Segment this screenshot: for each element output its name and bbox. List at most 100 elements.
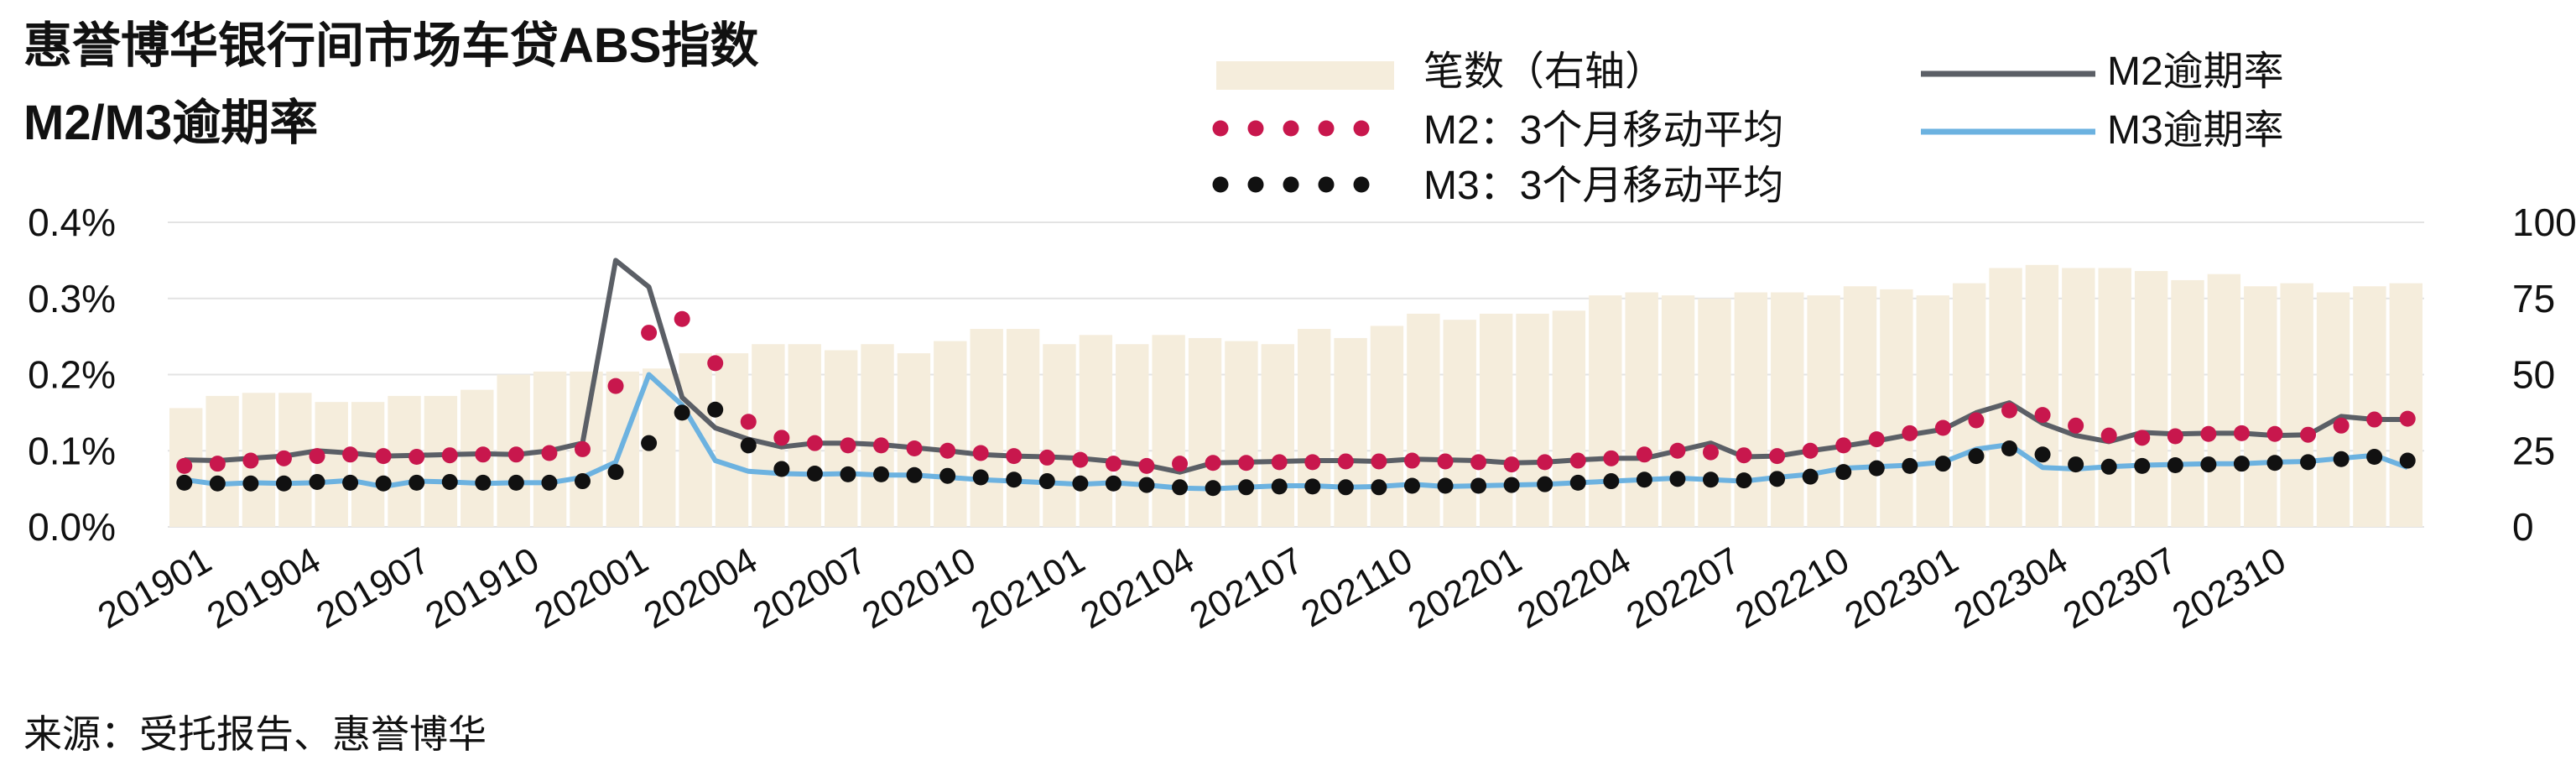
count-bar (970, 329, 1003, 527)
right-tick-label: 100 (2512, 201, 2576, 244)
m3-ma-dot (1636, 471, 1652, 488)
count-bar (2353, 286, 2386, 527)
count-bar (2280, 283, 2313, 527)
count-bar (1552, 310, 1586, 527)
x-tick-label: 202210 (1729, 539, 1856, 637)
m2-ma-dot (1238, 455, 1255, 471)
m3-ma-dot (674, 404, 690, 421)
count-bar (2207, 273, 2241, 527)
legend-dot (1283, 120, 1299, 137)
m2-ma-dot (1569, 452, 1586, 469)
x-tick-label: 201907 (310, 539, 437, 637)
m2-ma-dot (1038, 449, 1055, 466)
count-bar (1188, 337, 1222, 527)
legend-label-m3: M3逾期率 (2107, 108, 2284, 153)
legend-marker-count (1216, 61, 1394, 90)
count-bar (824, 350, 858, 527)
m2-ma-dot (2266, 425, 2283, 442)
m3-ma-dot (342, 474, 359, 491)
x-tick-label: 202201 (1402, 539, 1529, 637)
count-bar (1225, 341, 1258, 527)
m3-ma-dot (441, 473, 458, 490)
m2-ma-dot (441, 447, 458, 464)
x-tick-label: 202310 (2166, 539, 2293, 637)
m2-ma-dot (1802, 442, 1819, 459)
m2-ma-dot (1636, 446, 1652, 463)
legend-dot (1247, 176, 1264, 193)
count-bar (679, 353, 712, 527)
m3-ma-dot (2233, 456, 2250, 472)
legend-dot (1318, 176, 1335, 193)
m2-ma-dot (806, 435, 823, 451)
x-tick-label: 202001 (528, 539, 655, 637)
m2-ma-dot (1669, 442, 1686, 459)
m2-ma-dot (1769, 448, 1786, 465)
m2-ma-dot (674, 310, 690, 327)
m3-ma-dot (1105, 475, 1121, 492)
m2-ma-dot (242, 452, 259, 469)
m3-ma-dot (2167, 456, 2183, 473)
count-bar (1443, 320, 1476, 527)
x-tick-label: 202301 (1838, 539, 1965, 637)
count-bar (1807, 295, 1840, 527)
m3-ma-dot (1437, 477, 1454, 494)
count-bar (1043, 344, 1076, 527)
count-bar (2134, 271, 2168, 527)
m2-ma-dot (507, 446, 524, 463)
m2-ma-dot (1702, 444, 1719, 461)
left-tick-label: 0.0% (28, 505, 116, 549)
m3-ma-dot (1569, 474, 1586, 491)
m2-ma-dot (2300, 426, 2317, 443)
m3-ma-dot (2266, 455, 2283, 471)
count-bar (1006, 329, 1040, 527)
source-note: 来源：受托报告、惠誉博华 (23, 712, 487, 756)
chart-title: 惠誉博华银行间市场车贷ABS指数 (23, 18, 759, 73)
count-bar (2098, 268, 2131, 527)
m2-ma-dot (1835, 437, 1852, 454)
m2-ma-dot (2100, 427, 2117, 444)
left-tick-label: 0.3% (28, 277, 116, 320)
count-bar (897, 353, 931, 527)
right-tick-label: 50 (2512, 353, 2555, 397)
m2-ma-dot (773, 430, 790, 446)
count-bar (1116, 344, 1149, 527)
count-bar (1370, 326, 1404, 527)
m3-ma-dot (2333, 451, 2350, 467)
m2-ma-dot (2001, 402, 2018, 419)
count-bar (2171, 279, 2204, 527)
m3-ma-dot (1934, 456, 1951, 472)
m3-ma-dot (375, 475, 392, 492)
m3-ma-dot (2366, 449, 2383, 466)
m2-ma-dot (1868, 431, 1885, 448)
m3-ma-dot (840, 466, 856, 482)
m2-ma-dot (707, 355, 724, 372)
legend-label-m3-ma: M3：3个月移动平均 (1423, 164, 1784, 208)
m2-ma-dot (475, 446, 492, 463)
legend-dot (1353, 176, 1370, 193)
count-bar (1079, 335, 1113, 527)
legend-label-count: 笔数（右轴） (1423, 49, 1666, 94)
m2-ma-dot (1537, 454, 1553, 471)
m3-ma-dot (507, 474, 524, 491)
m2-ma-dot (1072, 451, 1089, 468)
m2-ma-dot (2333, 417, 2350, 434)
m3-ma-dot (906, 466, 923, 483)
m3-ma-dot (242, 475, 259, 492)
m3-ma-dot (2399, 452, 2416, 469)
legend-label-m2-ma: M2：3个月移动平均 (1423, 108, 1784, 153)
m3-ma-dot (1205, 480, 1221, 497)
m2-ma-dot (1934, 419, 1951, 436)
m3-ma-dot (1802, 468, 1819, 485)
m3-ma-dot (2068, 456, 2084, 473)
x-tick-label: 201910 (419, 539, 546, 637)
m2-ma-dot (641, 325, 658, 341)
m3-ma-dot (773, 461, 790, 477)
m2-ma-dot (342, 446, 359, 463)
count-bar (1407, 313, 1440, 527)
m3-ma-dot (2300, 454, 2317, 471)
m3-ma-dot (1868, 460, 1885, 477)
m2-ma-dot (375, 448, 392, 465)
x-tick-label: 202204 (1511, 539, 1638, 637)
chart-subtitle: M2/M3逾期率 (23, 96, 319, 150)
